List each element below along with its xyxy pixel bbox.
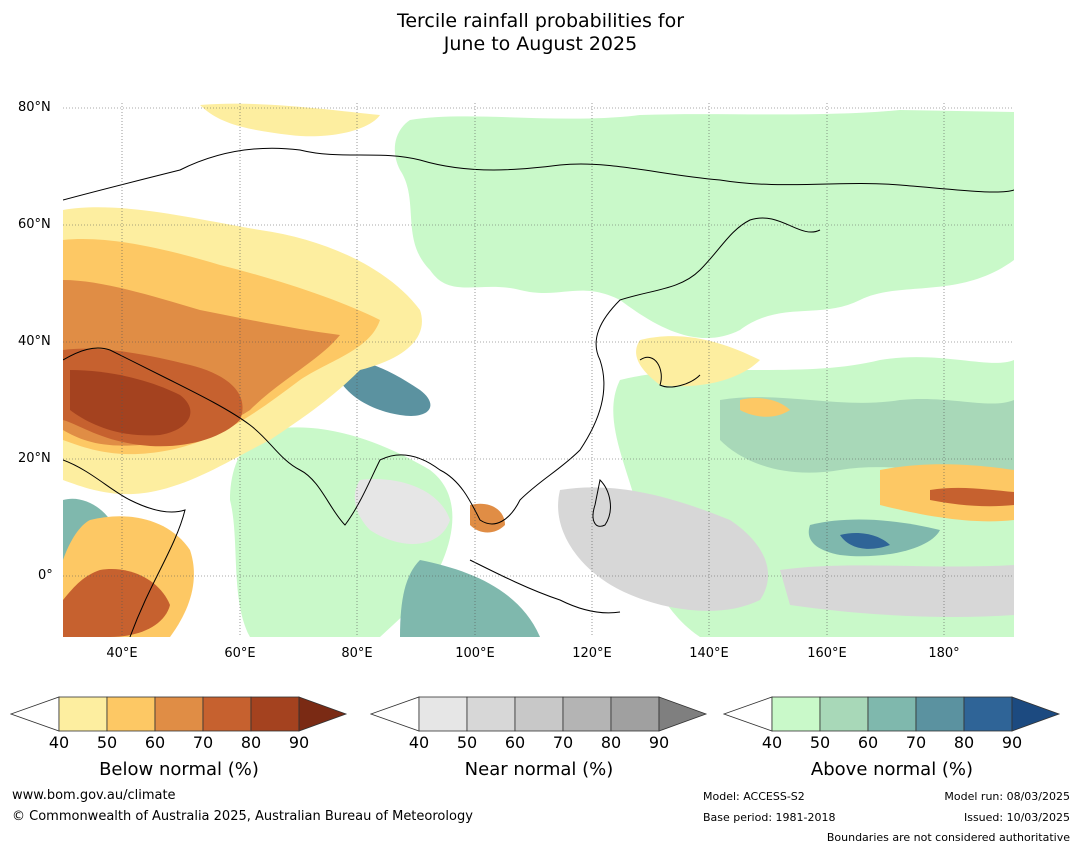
near-normal-bay-bengal <box>354 479 450 544</box>
above-tick-50: 50 <box>809 733 831 752</box>
below-normal-region-east-africa-2 <box>63 569 170 637</box>
near-normal-colorbar <box>370 696 708 732</box>
coastlines <box>63 147 1014 637</box>
below-tick-80: 80 <box>240 733 262 752</box>
lat-label-20n: 20°N <box>18 451 51 466</box>
lon-label-180: 180° <box>928 646 960 661</box>
below-normal-region-arctic <box>200 103 380 137</box>
lat-label-0: 0° <box>38 568 53 583</box>
below-tick-90: 90 <box>288 733 310 752</box>
near-tick-80: 80 <box>600 733 622 752</box>
lon-label-80e: 80°E <box>341 646 373 661</box>
near-tick-50: 50 <box>456 733 478 752</box>
map-title-line-2: June to August 2025 <box>443 33 638 55</box>
model-text: Model: ACCESS-S2 <box>703 790 805 803</box>
near-normal-legend-title: Near normal (%) <box>464 759 614 780</box>
below-tick-70: 70 <box>192 733 214 752</box>
above-normal-region-mid <box>720 397 1014 473</box>
near-normal-pacific-south <box>780 565 1014 617</box>
above-tick-80: 80 <box>953 733 975 752</box>
lon-label-140e: 140°E <box>689 646 729 661</box>
near-tick-60: 60 <box>504 733 526 752</box>
lat-label-80n: 80°N <box>18 100 51 115</box>
below-normal-region-pacific-mid <box>740 398 790 417</box>
graticule <box>63 103 1014 637</box>
copyright-text: © Commonwealth of Australia 2025, Austra… <box>12 809 473 824</box>
above-tick-60: 60 <box>857 733 879 752</box>
below-tick-60: 60 <box>144 733 166 752</box>
website-link[interactable]: www.bom.gov.au/climate <box>12 788 176 803</box>
below-normal-colorbar <box>10 696 348 732</box>
map-title-line-1: Tercile rainfall probabilities for <box>396 10 685 32</box>
lon-label-60e: 60°E <box>224 646 256 661</box>
near-normal-maritime <box>558 487 769 611</box>
above-normal-region-south-asia <box>230 427 453 637</box>
above-normal-maritime <box>400 560 540 637</box>
base-period-text: Base period: 1981-2018 <box>703 811 836 824</box>
lon-label-40e: 40°E <box>106 646 138 661</box>
near-tick-90: 90 <box>648 733 670 752</box>
near-tick-40: 40 <box>408 733 430 752</box>
lon-label-160e: 160°E <box>807 646 847 661</box>
issued-text: Issued: 10/03/2025 <box>963 811 1070 824</box>
above-normal-region-siberia <box>394 110 1014 338</box>
above-normal-strong-equatorial <box>840 533 890 549</box>
below-tick-50: 50 <box>96 733 118 752</box>
above-tick-70: 70 <box>905 733 927 752</box>
near-tick-70: 70 <box>552 733 574 752</box>
boundaries-disclaimer: Boundaries are not considered authoritat… <box>826 831 1070 844</box>
above-tick-90: 90 <box>1001 733 1023 752</box>
below-normal-region-japan-sea <box>636 336 760 387</box>
lat-label-40n: 40°N <box>18 334 51 349</box>
above-normal-colorbar <box>723 696 1061 732</box>
lon-label-120e: 120°E <box>572 646 612 661</box>
rainfall-map <box>63 103 1014 637</box>
lon-label-100e: 100°E <box>455 646 495 661</box>
lat-label-60n: 60°N <box>18 217 51 232</box>
above-tick-40: 40 <box>761 733 783 752</box>
below-normal-region-core <box>70 370 191 436</box>
above-normal-legend-title: Above normal (%) <box>810 759 974 780</box>
below-normal-legend-title: Below normal (%) <box>99 759 259 780</box>
below-normal-region-indochina <box>470 503 505 533</box>
below-tick-40: 40 <box>48 733 70 752</box>
model-run-text: Model run: 08/03/2025 <box>944 790 1070 803</box>
below-normal-strong-pacific-east <box>930 487 1014 507</box>
